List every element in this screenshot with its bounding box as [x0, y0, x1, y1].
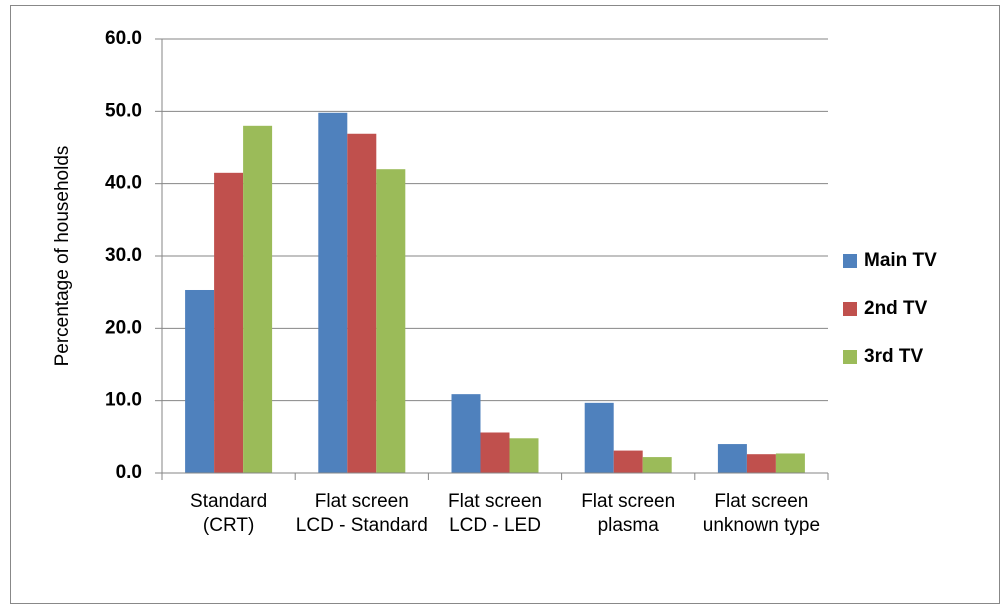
legend-label: Main TV — [864, 250, 937, 271]
bar — [480, 432, 510, 473]
bar — [214, 172, 244, 474]
y-tick-label: 50.0 — [105, 100, 142, 121]
y-tick-label: 60.0 — [105, 28, 142, 49]
legend-label: 3rd TV — [864, 346, 923, 367]
legend-swatch — [843, 302, 857, 316]
bar — [613, 450, 643, 473]
bar — [243, 125, 273, 474]
y-tick-label: 0.0 — [116, 462, 142, 483]
x-tick-label: Flat screen plasma — [581, 491, 676, 536]
bar — [775, 453, 805, 473]
chart-frame — [10, 5, 1000, 604]
bar — [185, 289, 215, 473]
y-tick-label: 10.0 — [105, 390, 142, 411]
y-tick-label: 30.0 — [105, 245, 142, 266]
legend-swatch — [843, 350, 857, 364]
bar — [509, 438, 539, 473]
bar — [642, 457, 672, 473]
bar — [584, 402, 614, 473]
bar — [451, 394, 481, 473]
x-tick-label: Flat screen LCD - Standard — [295, 491, 428, 536]
x-tick-label: Standard (CRT) — [190, 491, 268, 536]
x-tick-label: Flat screen unknown type — [702, 491, 821, 536]
bar — [318, 112, 348, 473]
y-tick-label: 20.0 — [105, 317, 142, 338]
y-tick-label: 40.0 — [105, 173, 142, 194]
legend-swatch — [843, 254, 857, 268]
bar — [347, 133, 377, 474]
bar — [717, 444, 747, 473]
bar — [746, 454, 776, 473]
y-axis-label: Percentage of households — [52, 146, 73, 367]
x-tick-label: Flat screen LCD - LED — [448, 491, 542, 536]
legend-label: 2nd TV — [864, 298, 928, 319]
bar — [376, 169, 406, 473]
